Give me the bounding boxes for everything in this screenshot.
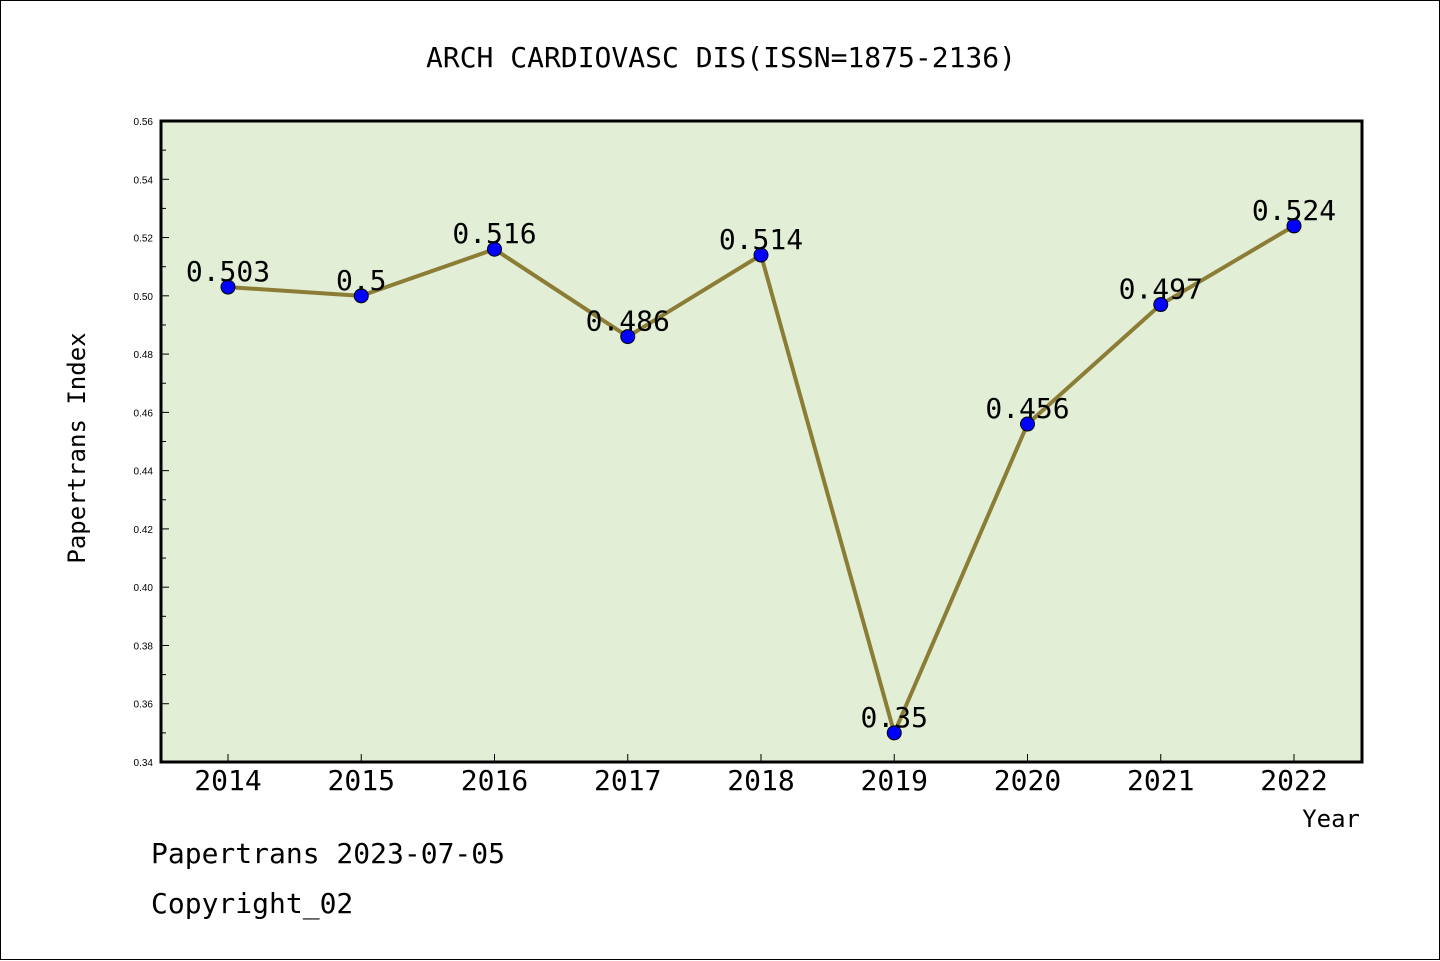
x-tick-label: 2018 (727, 764, 794, 797)
x-tick-label: 2022 (1260, 764, 1327, 797)
data-point (1286, 218, 1302, 234)
chart-title: ARCH CARDIOVASC DIS(ISSN=1875-2136) (426, 41, 1016, 74)
y-tick-label: 0.50 (134, 292, 154, 303)
y-tick-label: 0.54 (134, 175, 154, 186)
data-label: 0.516 (452, 217, 536, 250)
x-axis-title: Year (1302, 805, 1360, 833)
data-label: 0.497 (1119, 273, 1203, 306)
data-label: 0.486 (586, 305, 670, 338)
data-label: 0.35 (861, 701, 928, 734)
footer-date: Papertrans 2023-07-05 (151, 837, 506, 870)
y-tick-label: 0.36 (134, 700, 154, 711)
y-tick-label: 0.56 (134, 117, 154, 128)
y-tick-label: 0.52 (134, 234, 154, 245)
data-label: 0.514 (719, 223, 803, 256)
x-tick-label: 2014 (194, 764, 261, 797)
y-tick-label: 0.34 (134, 758, 154, 769)
data-label: 0.5 (336, 264, 387, 297)
y-tick-label: 0.42 (134, 525, 154, 536)
data-label: 0.503 (186, 255, 270, 288)
y-axis-title: Papertrans Index (63, 332, 91, 563)
x-axis: 2014 2015 2016 2017 2018 2019 2020 2021 2022 (194, 754, 1328, 797)
data-point (753, 247, 769, 263)
data-point (220, 279, 236, 295)
data-point (620, 329, 636, 345)
x-tick-label: 2015 (328, 764, 395, 797)
series-group: 0.503 0.5 0.516 0.486 0.514 0.35 0.456 0.497 0.5… (186, 194, 1336, 741)
data-point (353, 288, 369, 304)
data-point (886, 725, 902, 741)
y-tick-label: 0.48 (134, 350, 154, 361)
y-tick-label: 0.44 (134, 467, 154, 478)
data-label: 0.456 (985, 392, 1069, 425)
x-tick-label: 2019 (861, 764, 928, 797)
y-tick-label: 0.46 (134, 408, 154, 419)
x-tick-label: 2017 (594, 764, 661, 797)
footer-copyright: Copyright_02 (151, 887, 354, 920)
y-axis: 0.34 0.36 0.38 0.40 0.42 0.44 0.46 0.48 0.50 0.52… (134, 117, 169, 769)
data-point (487, 241, 502, 257)
y-tick-label: 0.40 (134, 583, 154, 594)
x-tick-label: 2016 (461, 764, 528, 797)
data-point (1020, 416, 1035, 432)
x-tick-label: 2021 (1127, 764, 1194, 797)
plot-area (159, 119, 1364, 764)
x-tick-label: 2020 (994, 764, 1061, 797)
data-point (1153, 297, 1169, 313)
data-label: 0.524 (1252, 194, 1336, 227)
y-tick-label: 0.38 (134, 641, 154, 652)
